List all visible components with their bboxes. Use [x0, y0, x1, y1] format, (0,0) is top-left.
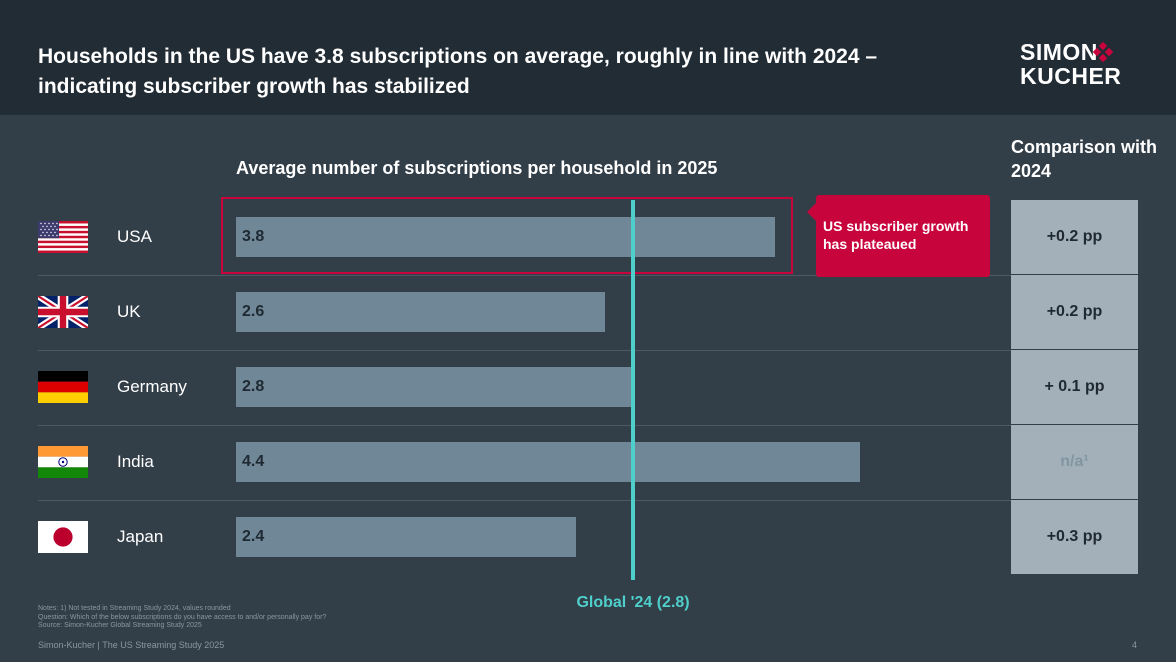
row-germany: Germany 2.8 + 0.1 pp: [38, 350, 1138, 426]
germany-flag-icon: [38, 371, 88, 403]
row-usa: USA 3.8 +0.2 pp: [38, 200, 1138, 276]
annotation-callout: US subscriber growth has plateaued: [807, 195, 990, 277]
country-label: Japan: [117, 527, 164, 546]
notes: Notes: 1) Not tested in Streaming Study …: [38, 605, 326, 631]
bar-uk: 2.6: [236, 292, 605, 332]
usa-flag-icon: [38, 221, 88, 253]
comparison-value: +0.3 pp: [1011, 500, 1138, 574]
simon-kucher-logo: SIMON KUCHER: [1020, 40, 1121, 88]
comparison-value: +0.2 pp: [1011, 200, 1138, 274]
comparison-value: n/a¹: [1011, 425, 1138, 499]
country-label: UK: [117, 302, 141, 321]
note-line: Source: Simon-Kucher Global Streaming St…: [38, 622, 202, 630]
logo-diamond-icon: [1093, 42, 1113, 62]
footer: Simon-Kucher | The US Streaming Study 20…: [38, 640, 225, 650]
logo-line-1: SIMON: [1020, 39, 1098, 65]
bar-germany: 2.8: [236, 367, 634, 407]
page-number: 4: [1132, 640, 1138, 650]
note-line: Notes: 1) Not tested in Streaming Study …: [38, 605, 231, 612]
country-label: Germany: [117, 377, 187, 396]
note-line: Question: Which of the below subscriptio…: [38, 613, 327, 621]
country-label: India: [117, 452, 154, 471]
country-label: USA: [117, 227, 152, 246]
comparison-value: + 0.1 pp: [1011, 350, 1138, 424]
row-japan: Japan 2.4 +0.3 pp: [38, 500, 1138, 575]
bar-japan: 2.4: [236, 517, 577, 557]
bar-value-label: 2.6: [242, 303, 265, 320]
page-title: Households in the US have 3.8 subscripti…: [38, 45, 878, 98]
uk-flag-icon: [38, 296, 88, 328]
india-flag-icon: [38, 446, 88, 478]
usa-highlight-box: [221, 197, 793, 274]
japan-flag-icon: [38, 521, 88, 553]
bar-india: 4.4: [236, 442, 860, 482]
annotation-text: US subscriber growth has plateaued: [823, 218, 969, 252]
bar-value-label: 4.4: [242, 453, 265, 470]
chart-title: Average number of subscriptions per hous…: [236, 158, 718, 178]
global-reference-line: [631, 200, 636, 580]
bar-value-label: 3.8: [242, 228, 265, 245]
bar-value-label: 2.4: [242, 528, 265, 545]
header-band: Households in the US have 3.8 subscripti…: [0, 0, 1176, 115]
comparison-title: Comparison with 2024: [1011, 137, 1158, 181]
row-india: India 4.4 n/a¹: [38, 425, 1138, 501]
logo-line-2: KUCHER: [1020, 63, 1122, 89]
comparison-value: +0.2 pp: [1011, 275, 1138, 349]
global-reference-label: Global '24 (2.8): [576, 594, 690, 611]
bar-usa: 3.8: [236, 217, 775, 257]
bar-value-label: 2.8: [242, 378, 265, 395]
row-uk: UK 2.6 +0.2 pp: [38, 275, 1138, 351]
